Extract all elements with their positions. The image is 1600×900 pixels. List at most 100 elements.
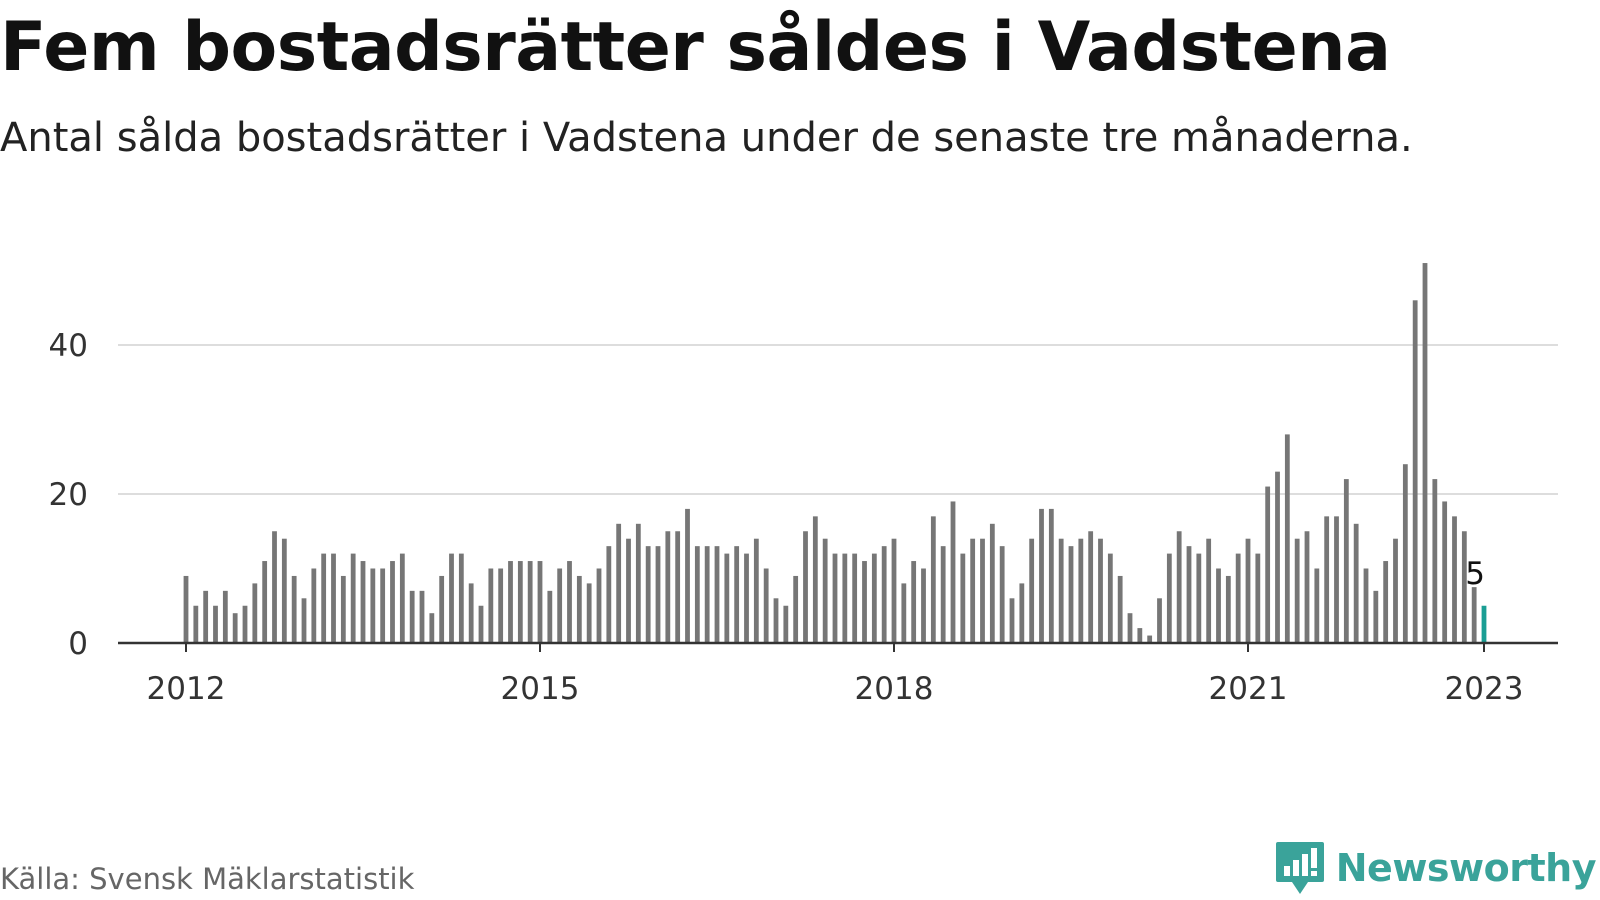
bar	[1058, 538, 1064, 643]
bar	[694, 546, 700, 643]
bar	[773, 598, 779, 643]
bar	[399, 553, 405, 643]
x-tick-label: 2015	[501, 671, 580, 707]
bar	[1107, 553, 1113, 643]
bar	[626, 538, 631, 643]
bar	[675, 531, 681, 643]
bar	[1353, 523, 1359, 643]
y-tick-label: 20	[49, 477, 88, 513]
x-tick-label: 2012	[147, 671, 226, 707]
bar	[272, 531, 277, 643]
bar	[901, 583, 907, 643]
bar	[183, 575, 189, 643]
bar	[262, 561, 268, 643]
bar	[871, 553, 877, 643]
bar	[567, 561, 572, 643]
bar	[1334, 516, 1339, 643]
bar	[1206, 538, 1212, 643]
source-note: Källa: Svensk Mäklarstatistik	[0, 862, 415, 896]
bar	[390, 561, 395, 643]
bar	[1304, 531, 1310, 643]
bar	[940, 546, 946, 643]
bar	[468, 583, 474, 643]
bar	[242, 605, 248, 643]
bar	[1265, 486, 1271, 643]
newsworthy-wordmark: Newsworthy	[1335, 846, 1597, 890]
bar	[616, 523, 622, 643]
bar	[1245, 538, 1251, 643]
bar	[891, 538, 897, 643]
bar	[1294, 538, 1300, 643]
bar	[704, 546, 710, 643]
bar	[1186, 546, 1192, 643]
bar	[370, 568, 376, 643]
bar	[1452, 516, 1457, 643]
bar	[921, 568, 926, 643]
bar	[1275, 471, 1280, 643]
bar	[655, 546, 661, 643]
bar	[429, 613, 435, 643]
x-tick-label: 2021	[1209, 671, 1288, 707]
bar	[685, 508, 690, 643]
bar	[478, 605, 484, 643]
bar	[852, 553, 858, 643]
x-axis-ticks: 2012 2015 2018 2021 2023	[147, 643, 1523, 707]
bar	[586, 583, 592, 643]
bar	[862, 561, 867, 643]
bar	[281, 538, 287, 643]
bar	[409, 590, 415, 643]
bar	[1127, 613, 1133, 643]
bar	[576, 575, 582, 643]
bar	[596, 568, 602, 643]
bar	[832, 553, 838, 643]
chart-subtitle: Antal sålda bostadsrätter i Vadstena und…	[0, 115, 1413, 161]
bar	[488, 568, 494, 643]
bar	[380, 568, 386, 643]
newsworthy-brand-link[interactable]: Newsworthy	[1274, 840, 1597, 896]
bar	[812, 516, 818, 643]
bar	[222, 590, 228, 643]
bar	[724, 553, 730, 643]
bar	[1383, 561, 1389, 643]
newsworthy-logo-icon	[1275, 842, 1324, 894]
bar	[252, 583, 258, 643]
bar	[822, 538, 828, 643]
bar	[1039, 508, 1044, 643]
bar	[744, 553, 749, 643]
bar	[1048, 508, 1054, 643]
bar	[557, 568, 563, 643]
bar	[1196, 553, 1202, 643]
bar	[1393, 538, 1398, 643]
bar	[449, 553, 454, 643]
bar	[213, 605, 218, 643]
bar	[1363, 568, 1369, 643]
bar	[498, 568, 504, 643]
bar	[1009, 598, 1015, 643]
y-tick-label: 0	[68, 626, 88, 662]
y-axis-ticks: 0 20 40	[49, 328, 88, 662]
bar	[783, 605, 789, 643]
bar	[635, 523, 641, 643]
bar	[1147, 635, 1153, 643]
bar	[1235, 553, 1241, 643]
bar	[645, 546, 651, 643]
bar	[1137, 628, 1143, 643]
bars	[183, 263, 1487, 644]
bar	[527, 561, 533, 643]
chart-title: Fem bostadsrätter såldes i Vadstena	[0, 8, 1391, 87]
bar	[734, 546, 740, 643]
bar	[999, 546, 1005, 643]
bar	[1166, 553, 1172, 643]
bar	[1216, 568, 1221, 643]
bar	[763, 568, 769, 643]
bar	[321, 553, 327, 643]
bar	[1471, 587, 1477, 644]
bar	[232, 613, 238, 643]
bar	[842, 553, 848, 643]
bar	[311, 568, 317, 643]
bar	[1432, 479, 1438, 643]
bar	[1343, 479, 1349, 643]
bar	[665, 531, 671, 643]
last-value-label: 5	[1465, 556, 1485, 592]
bar	[508, 561, 513, 643]
